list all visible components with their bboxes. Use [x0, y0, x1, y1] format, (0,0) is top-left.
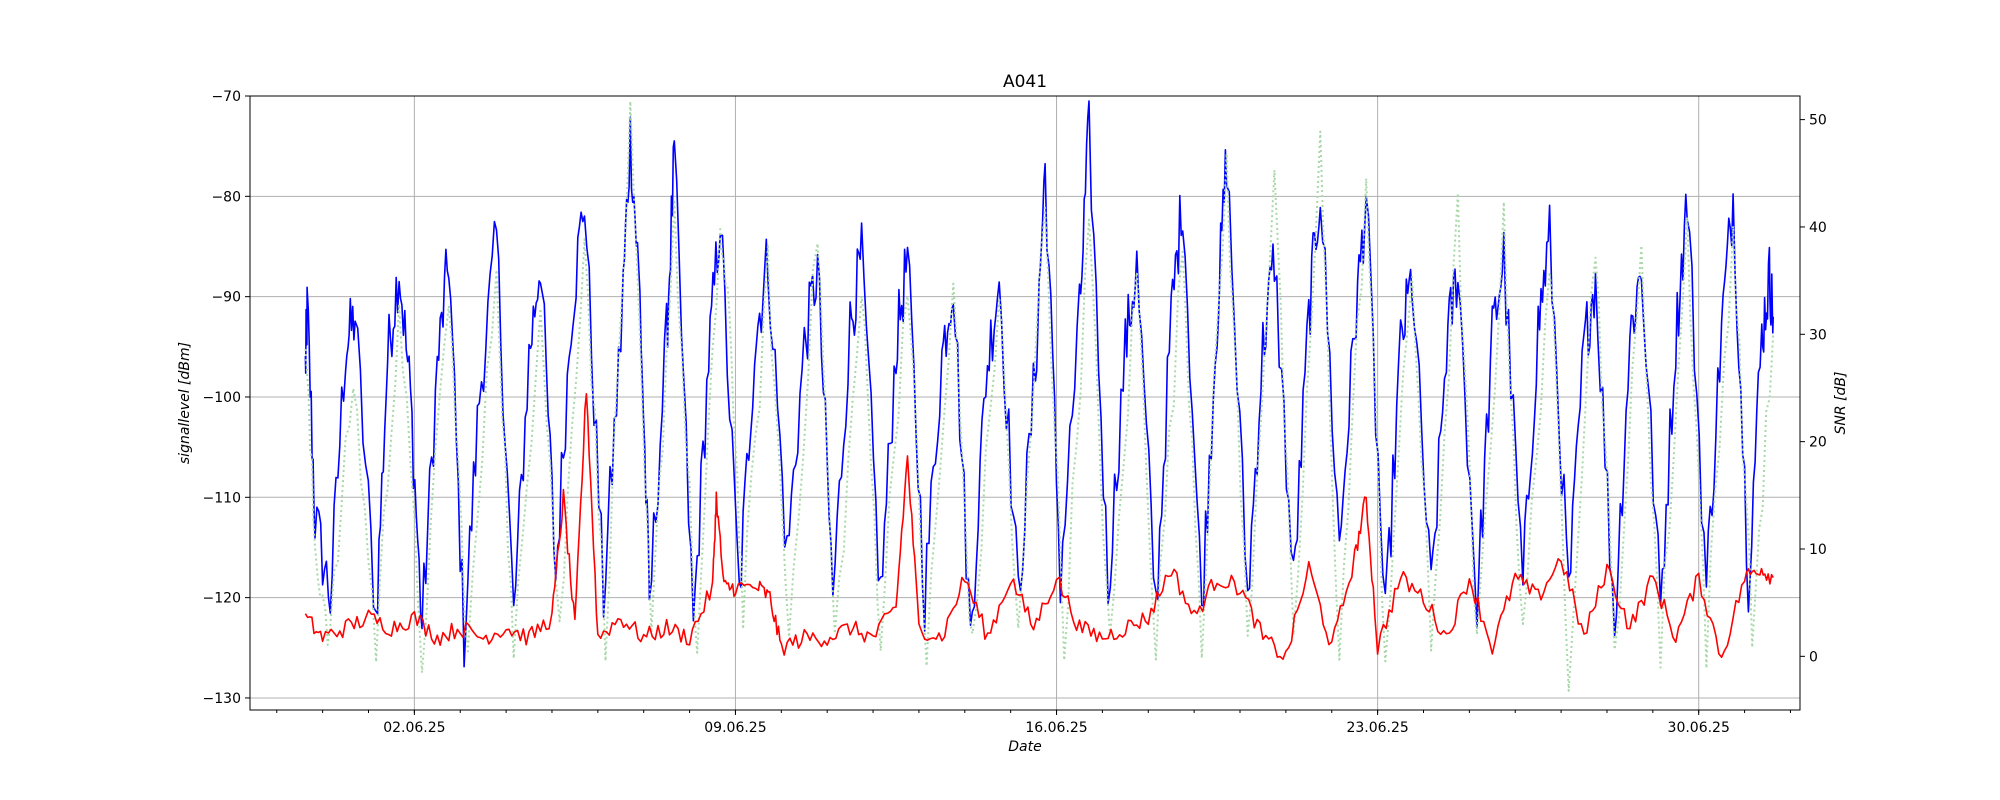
- series-line-1: [304, 100, 1774, 668]
- left-y-tick-label: −100: [203, 390, 241, 406]
- right-y-tick-label: 10: [1809, 542, 1827, 558]
- left-y-axis-label: signallevel [dBm]: [177, 342, 193, 464]
- left-y-tick-label: −130: [203, 691, 241, 707]
- right-y-axis-label: SNR [dB]: [1833, 372, 1849, 435]
- series-line-3: [304, 392, 1774, 661]
- right-y-tick-label: 30: [1809, 327, 1827, 343]
- x-tick-label: 16.06.25: [1025, 720, 1087, 736]
- x-axis-label: Date: [1008, 739, 1041, 755]
- grid: [250, 95, 1800, 710]
- x-tick-label: 02.06.25: [383, 720, 445, 736]
- left-y-tick-label: −120: [203, 591, 241, 607]
- right-y-tick-label: 20: [1809, 435, 1827, 451]
- x-tick-label: 09.06.25: [704, 720, 766, 736]
- x-tick-label: 23.06.25: [1346, 720, 1408, 736]
- left-y-tick-label: −110: [203, 490, 241, 506]
- x-axis-ticks: 02.06.25 09.06.25 16.06.25 23.06.25 30.06.25: [383, 710, 1730, 736]
- x-tick-label: 30.06.25: [1668, 720, 1730, 736]
- x-axis-minor-ticks: [276, 710, 1791, 713]
- left-y-axis-ticks: −70 −80 −90 −100 −110 −120 −130: [203, 89, 250, 707]
- series-line-2: [304, 100, 1775, 692]
- plot-frame: [249, 95, 1801, 711]
- series-layer: [304, 100, 1775, 692]
- left-y-tick-label: −70: [211, 89, 241, 105]
- left-y-tick-label: −80: [211, 189, 241, 205]
- right-y-tick-label: 40: [1809, 220, 1827, 236]
- right-y-tick-label: 0: [1809, 649, 1818, 665]
- right-y-tick-label: 50: [1809, 113, 1827, 129]
- chart-title: A041: [1003, 72, 1047, 92]
- left-y-tick-label: −90: [211, 290, 241, 306]
- right-y-axis-ticks: 50 40 30 20 10 0: [1800, 113, 1827, 665]
